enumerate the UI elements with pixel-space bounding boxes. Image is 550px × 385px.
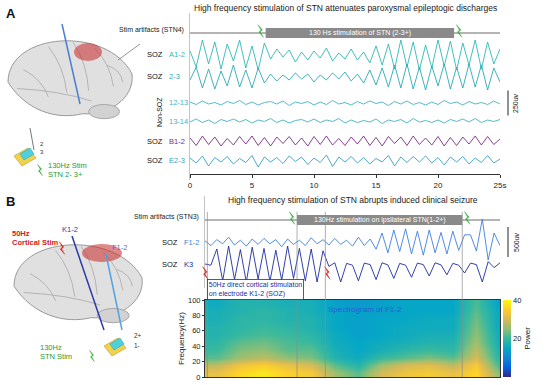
svg-text:5: 5 <box>250 181 255 190</box>
svg-text:20: 20 <box>192 357 200 366</box>
svg-text:B1-2: B1-2 <box>169 137 185 146</box>
svg-text:Non-SOZ: Non-SOZ <box>156 97 163 127</box>
svg-text:1-: 1- <box>134 342 140 349</box>
svg-text:SOZ: SOZ <box>147 156 163 165</box>
svg-text:High frequency stimulation of: High frequency stimulation of STN attenu… <box>194 3 497 13</box>
svg-text:STN Stim: STN Stim <box>40 352 72 361</box>
svg-text:130Hz Stim: 130Hz Stim <box>48 161 87 170</box>
svg-text:SOZ: SOZ <box>147 50 163 59</box>
svg-text:15: 15 <box>372 181 381 190</box>
svg-text:2+: 2+ <box>134 332 142 339</box>
svg-text:0: 0 <box>188 181 193 190</box>
svg-text:Stim artifacts (STN3): Stim artifacts (STN3) <box>134 213 199 221</box>
svg-text:130Hz stimulation on ipsilater: 130Hz stimulation on ipsilateral STN(1-2… <box>314 216 446 224</box>
svg-text:40: 40 <box>192 342 200 351</box>
svg-text:130Hz: 130Hz <box>40 343 62 352</box>
svg-text:Spectrogram of F1-2: Spectrogram of F1-2 <box>328 305 402 314</box>
svg-text:Cortical Stim: Cortical Stim <box>12 238 59 247</box>
svg-text:High frequency stimulation of: High frequency stimulation of STN abrupt… <box>228 195 478 205</box>
svg-text:Power: Power <box>523 327 532 350</box>
svg-text:2-3: 2-3 <box>169 72 180 81</box>
svg-text:SOZ: SOZ <box>147 72 163 81</box>
svg-text:40: 40 <box>513 296 521 305</box>
svg-text:13-14: 13-14 <box>169 117 188 126</box>
svg-text:25s: 25s <box>494 181 507 190</box>
svg-text:60: 60 <box>192 326 200 335</box>
svg-text:E2-3: E2-3 <box>169 156 185 165</box>
svg-text:STN 2- 3+: STN 2- 3+ <box>48 170 83 179</box>
svg-text:50Hz direct cortical stimulato: 50Hz direct cortical stimulatonon electr… <box>209 281 302 298</box>
svg-text:100: 100 <box>188 296 201 305</box>
svg-text:SOZ: SOZ <box>162 238 178 247</box>
svg-text:130 Hs stimulation of STN (2-3: 130 Hs stimulation of STN (2-3+) <box>309 29 411 37</box>
svg-text:12-13: 12-13 <box>169 98 188 107</box>
svg-text:500uv: 500uv <box>513 232 520 252</box>
svg-text:250uv: 250uv <box>512 93 519 113</box>
svg-text:SOZ: SOZ <box>147 137 163 146</box>
svg-text:SOZ: SOZ <box>162 260 178 269</box>
svg-text:F1-2: F1-2 <box>112 243 127 252</box>
svg-text:F1-2: F1-2 <box>184 238 199 247</box>
svg-text:20: 20 <box>434 181 443 190</box>
svg-text:A: A <box>6 6 16 21</box>
svg-text:K1-2: K1-2 <box>62 225 78 234</box>
svg-text:2: 2 <box>40 141 44 147</box>
svg-text:0: 0 <box>196 373 200 382</box>
svg-text:B: B <box>6 194 15 209</box>
svg-text:3: 3 <box>40 149 44 155</box>
svg-text:50Hz: 50Hz <box>12 229 30 238</box>
svg-text:Stim artifacts (STN4): Stim artifacts (STN4) <box>119 26 184 34</box>
svg-text:A1-2: A1-2 <box>169 50 185 59</box>
svg-text:10: 10 <box>310 181 319 190</box>
svg-text:Frequency(Hz): Frequency(Hz) <box>177 312 186 365</box>
svg-text:20: 20 <box>513 334 521 343</box>
svg-text:80: 80 <box>192 311 200 320</box>
svg-text:K3: K3 <box>184 260 193 269</box>
